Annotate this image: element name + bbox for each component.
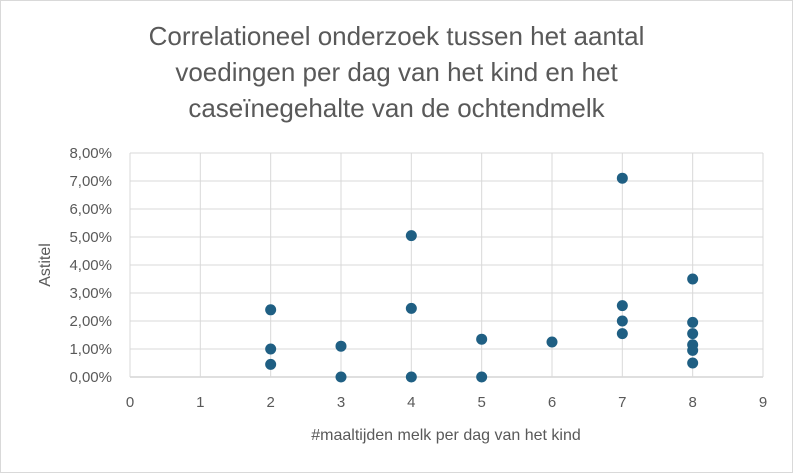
data-point [546, 336, 558, 348]
data-point [687, 344, 699, 356]
x-tick-label: 5 [477, 394, 485, 411]
y-tick-label: 4,00% [69, 257, 112, 274]
data-point [265, 343, 277, 355]
y-tick-label: 0,00% [69, 369, 112, 386]
tick-labels: 0,00% 1,00% 2,00% 3,00% 4,00% 5,00% 6,00% 7,00%… [69, 145, 767, 411]
x-tick-label: 2 [266, 394, 274, 411]
data-point [687, 316, 699, 328]
y-tick-label: 5,00% [69, 229, 112, 246]
data-point [687, 273, 699, 285]
y-tick-label: 8,00% [69, 145, 112, 162]
y-tick-label: 7,00% [69, 173, 112, 190]
x-tick-label: 1 [196, 394, 204, 411]
y-axis-title: Astitel [37, 243, 54, 287]
chart-title-line-1: Correlationeel onderzoek tussen het aant… [148, 21, 645, 51]
x-tick-label: 6 [548, 394, 556, 411]
x-tick-label: 7 [618, 394, 626, 411]
data-point [265, 358, 277, 370]
x-tick-label: 8 [688, 394, 696, 411]
chart-title-line-2: voedingen per dag van het kind en het [175, 57, 618, 87]
y-tick-label: 3,00% [69, 285, 112, 302]
data-point [405, 302, 417, 314]
data-point [335, 340, 347, 352]
chart-title-line-3: caseïnegehalte van de ochtendmelk [188, 93, 605, 123]
data-point [616, 300, 628, 312]
grid-lines [129, 152, 764, 378]
data-point [476, 371, 488, 383]
data-point [616, 172, 628, 184]
y-tick-label: 1,00% [69, 341, 112, 358]
data-points [265, 172, 699, 383]
x-axis-title: #maaltijden melk per dag van het kind [311, 427, 581, 444]
data-point [405, 230, 417, 242]
y-tick-label: 2,00% [69, 313, 112, 330]
x-tick-label: 4 [407, 394, 415, 411]
data-point [405, 371, 417, 383]
data-point [476, 333, 488, 345]
y-tick-label: 6,00% [69, 201, 112, 218]
chart-title: Correlationeel onderzoek tussen het aant… [0, 18, 793, 126]
data-point [265, 304, 277, 316]
x-tick-label: 0 [126, 394, 134, 411]
data-point [335, 371, 347, 383]
data-point [687, 328, 699, 340]
data-point [616, 315, 628, 327]
data-point [616, 328, 628, 340]
x-tick-label: 9 [759, 394, 767, 411]
data-point [687, 357, 699, 369]
x-tick-label: 3 [337, 394, 345, 411]
